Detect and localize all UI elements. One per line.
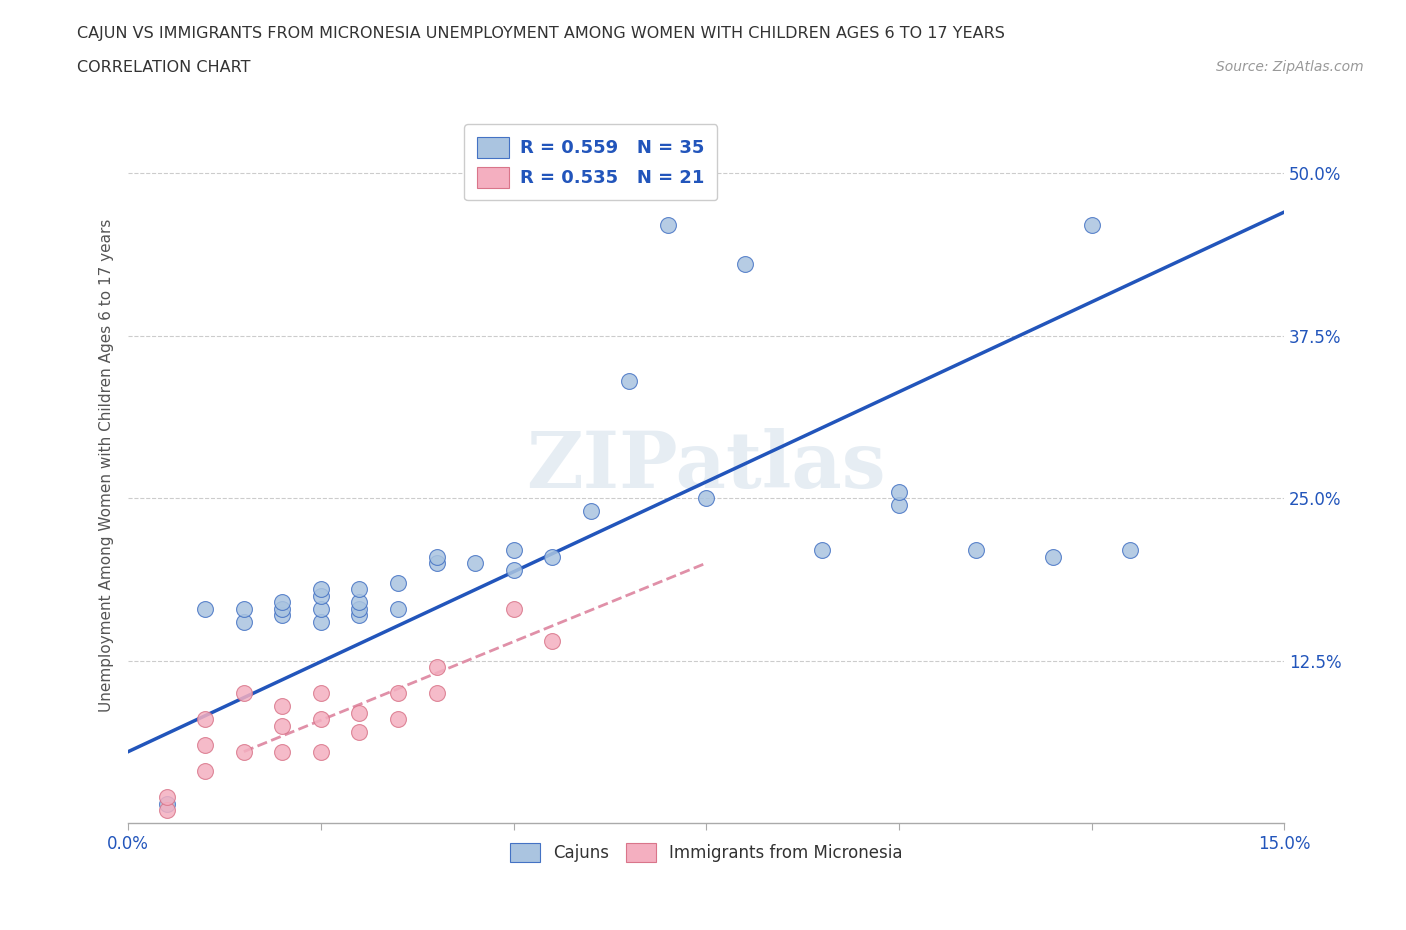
Point	[156, 796, 179, 811]
Text: CAJUN VS IMMIGRANTS FROM MICRONESIA UNEMPLOYMENT AMONG WOMEN WITH CHILDREN AGES : CAJUN VS IMMIGRANTS FROM MICRONESIA UNEM…	[77, 26, 1005, 41]
Point	[232, 614, 254, 629]
Point	[156, 790, 179, 804]
Point	[1119, 542, 1142, 557]
Point	[579, 504, 602, 519]
Point	[1042, 549, 1064, 564]
Point	[271, 607, 294, 622]
Point	[232, 685, 254, 700]
Point	[502, 562, 524, 577]
Point	[156, 803, 179, 817]
Point	[309, 614, 332, 629]
Y-axis label: Unemployment Among Women with Children Ages 6 to 17 years: Unemployment Among Women with Children A…	[100, 219, 114, 712]
Point	[464, 555, 486, 570]
Point	[387, 685, 409, 700]
Point	[349, 705, 371, 720]
Point	[425, 549, 447, 564]
Point	[194, 711, 217, 726]
Point	[309, 744, 332, 759]
Point	[1080, 218, 1102, 232]
Point	[349, 724, 371, 739]
Point	[425, 555, 447, 570]
Point	[887, 485, 910, 499]
Point	[271, 698, 294, 713]
Point	[425, 685, 447, 700]
Legend: Cajuns, Immigrants from Micronesia: Cajuns, Immigrants from Micronesia	[503, 836, 910, 869]
Point	[194, 764, 217, 778]
Point	[387, 575, 409, 590]
Point	[425, 659, 447, 674]
Point	[349, 607, 371, 622]
Point	[887, 498, 910, 512]
Point	[541, 633, 564, 648]
Point	[309, 588, 332, 603]
Point	[502, 601, 524, 616]
Point	[309, 711, 332, 726]
Point	[271, 718, 294, 733]
Point	[194, 601, 217, 616]
Point	[309, 601, 332, 616]
Point	[619, 374, 641, 389]
Point	[349, 601, 371, 616]
Point	[965, 542, 987, 557]
Text: ZIPatlas: ZIPatlas	[526, 428, 886, 503]
Point	[232, 744, 254, 759]
Point	[811, 542, 834, 557]
Point	[349, 581, 371, 596]
Point	[502, 542, 524, 557]
Point	[309, 685, 332, 700]
Point	[734, 257, 756, 272]
Point	[271, 594, 294, 609]
Point	[657, 218, 679, 232]
Point	[232, 601, 254, 616]
Point	[349, 594, 371, 609]
Point	[194, 737, 217, 752]
Text: Source: ZipAtlas.com: Source: ZipAtlas.com	[1216, 60, 1364, 74]
Point	[541, 549, 564, 564]
Point	[387, 711, 409, 726]
Text: CORRELATION CHART: CORRELATION CHART	[77, 60, 250, 75]
Point	[387, 601, 409, 616]
Point	[309, 581, 332, 596]
Point	[271, 744, 294, 759]
Point	[695, 491, 717, 506]
Point	[271, 601, 294, 616]
